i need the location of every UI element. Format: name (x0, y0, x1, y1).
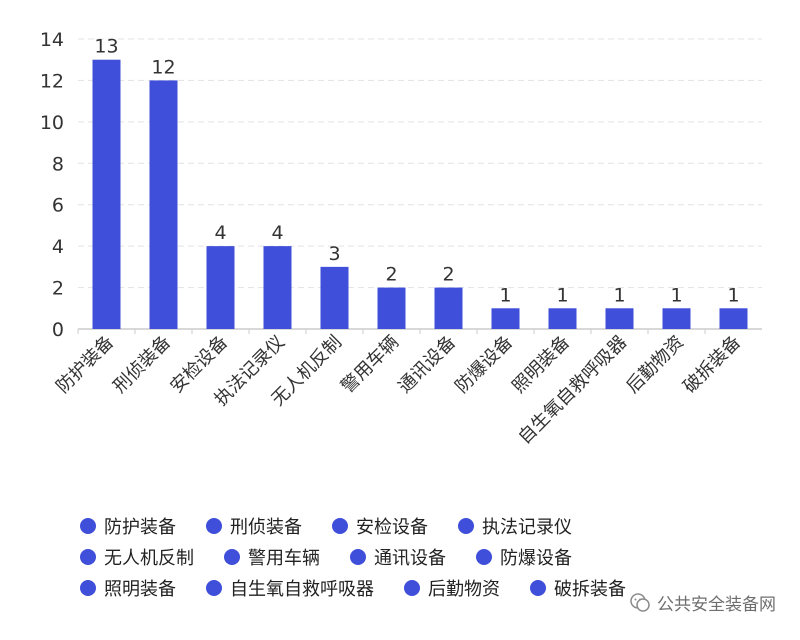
data-label: 4 (271, 222, 283, 244)
chart-legend: 防护装备 刑侦装备 安检设备 执法记录仪无人机反制 警用车辆 通讯设备 防爆设备照明装备 自生… (80, 510, 760, 603)
legend-swatch (206, 579, 222, 596)
legend-item[interactable]: 防爆设备 (476, 544, 572, 570)
x-tick-label: 后勤物资 (622, 332, 688, 398)
data-label: 13 (94, 36, 118, 58)
legend-swatch (80, 517, 96, 534)
data-label: 2 (385, 264, 397, 286)
legend-label: 通讯设备 (374, 547, 446, 569)
bar (92, 59, 121, 329)
bar (377, 287, 406, 329)
legend-label: 刑侦装备 (230, 516, 302, 538)
bar (206, 246, 235, 329)
y-tick-label: 0 (52, 319, 64, 341)
legend-label: 破拆装备 (554, 578, 626, 600)
legend-swatch (80, 548, 96, 565)
x-tick-label: 防爆设备 (451, 332, 517, 398)
legend-row: 照明装备 自生氧自救呼吸器 后勤物资 破拆装备 (80, 572, 760, 603)
y-tick-label: 14 (40, 29, 64, 51)
watermark: 公共安全装备网 (629, 590, 776, 615)
y-tick-label: 8 (52, 153, 64, 175)
bar (491, 308, 520, 329)
legend-label: 防护装备 (104, 516, 176, 538)
data-label: 1 (727, 284, 739, 306)
data-label: 2 (442, 264, 454, 286)
legend-item[interactable]: 防护装备 (80, 513, 176, 539)
legend-label: 自生氧自救呼吸器 (230, 578, 374, 600)
legend-row: 防护装备 刑侦装备 安检设备 执法记录仪 (80, 510, 760, 541)
data-label: 3 (328, 243, 340, 265)
legend-swatch (404, 579, 420, 596)
y-tick-label: 2 (52, 278, 64, 300)
legend-item[interactable]: 刑侦装备 (206, 513, 302, 539)
legend-swatch (458, 517, 474, 534)
data-label: 1 (499, 284, 511, 306)
legend-label: 防爆设备 (500, 547, 572, 569)
legend-item[interactable]: 通讯设备 (350, 544, 446, 570)
x-tick-label: 防护装备 (52, 332, 118, 398)
x-tick-label: 通讯设备 (394, 332, 460, 398)
y-tick-label: 12 (40, 70, 64, 92)
y-tick-label: 10 (40, 112, 64, 134)
legend-swatch (80, 579, 96, 596)
legend-item[interactable]: 自生氧自救呼吸器 (206, 575, 374, 601)
legend-item[interactable]: 执法记录仪 (458, 513, 572, 539)
legend-row: 无人机反制 警用车辆 通讯设备 防爆设备 (80, 541, 760, 572)
legend-swatch (224, 548, 240, 565)
legend-label: 后勤物资 (428, 578, 500, 600)
legend-label: 警用车辆 (248, 547, 320, 569)
data-label: 4 (214, 222, 226, 244)
data-label: 1 (613, 284, 625, 306)
y-tick-label: 6 (52, 195, 64, 217)
legend-item[interactable]: 无人机反制 (80, 544, 194, 570)
bar (605, 308, 634, 329)
data-label: 1 (670, 284, 682, 306)
legend-item[interactable]: 照明装备 (80, 575, 176, 601)
bar (548, 308, 577, 329)
wechat-icon (630, 592, 650, 612)
legend-item[interactable]: 警用车辆 (224, 544, 320, 570)
bar (662, 308, 691, 329)
legend-label: 执法记录仪 (482, 516, 572, 538)
legend-label: 无人机反制 (104, 547, 194, 569)
legend-label: 安检设备 (356, 516, 428, 538)
data-label: 1 (556, 284, 568, 306)
x-tick-label: 破拆装备 (679, 332, 745, 398)
x-tick-label: 自生氧自救呼吸器 (514, 332, 631, 449)
x-tick-label: 警用车辆 (337, 332, 403, 398)
bar (434, 287, 463, 329)
legend-label: 照明装备 (104, 578, 176, 600)
legend-swatch (206, 517, 222, 534)
bar (263, 246, 292, 329)
bar (320, 266, 349, 329)
x-tick-label: 刑侦装备 (109, 332, 175, 398)
legend-swatch (476, 548, 492, 565)
legend-item[interactable]: 安检设备 (332, 513, 428, 539)
bar (719, 308, 748, 329)
data-label: 12 (151, 56, 175, 78)
legend-swatch (350, 548, 366, 565)
y-tick-label: 4 (52, 236, 64, 258)
bar (149, 80, 178, 329)
legend-swatch (332, 517, 348, 534)
legend-swatch (530, 579, 546, 596)
watermark-text: 公共安全装备网 (657, 595, 776, 615)
legend-item[interactable]: 后勤物资 (404, 575, 500, 601)
legend-item[interactable]: 破拆装备 (530, 575, 626, 601)
